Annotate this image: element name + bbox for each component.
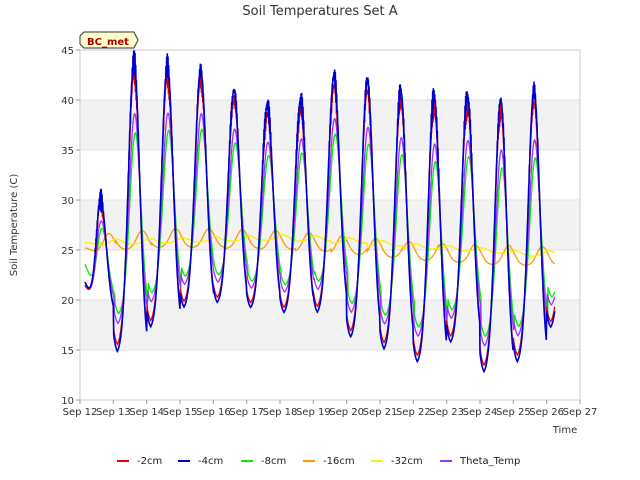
x-axis-label: Time (552, 425, 577, 436)
legend-item: -32cm (371, 456, 423, 467)
y-tick-label: 35 (61, 146, 74, 157)
x-tick-label: Sep 26 (529, 407, 564, 418)
series-line-4cm (84, 49, 556, 374)
series-lines (84, 49, 556, 374)
legend-item: -4cm (178, 456, 223, 467)
y-axis-ticks: 10 15 20 25 30 35 40 45 (61, 46, 80, 407)
legend-label: Theta_Temp (459, 456, 520, 467)
x-tick-label: Sep 24 (463, 407, 498, 418)
x-tick-label: Sep 27 (563, 407, 598, 418)
x-tick-label: Sep 13 (96, 407, 131, 418)
y-tick-label: 40 (61, 96, 74, 107)
legend-item: -2cm (117, 456, 162, 467)
y-tick-label: 45 (61, 46, 74, 57)
x-tick-label: Sep 25 (496, 407, 531, 418)
y-tick-label: 10 (61, 396, 74, 407)
site-tag-text: BC_met (87, 37, 129, 48)
site-tag-badge: BC_met (79, 31, 139, 49)
site-tag-box (79, 31, 139, 49)
x-tick-label: Sep 12 (63, 407, 98, 418)
x-tick-label: Sep 21 (363, 407, 398, 418)
plot-background (80, 50, 580, 400)
y-axis-label: Soil Temperature (C) (9, 174, 20, 277)
x-tick-label: Sep 14 (129, 407, 164, 418)
x-tick-label: Sep 18 (263, 407, 298, 418)
legend-item: -16cm (303, 456, 355, 467)
x-tick-label: Sep 16 (196, 407, 231, 418)
legend-label: -16cm (323, 456, 355, 467)
chart-title: Soil Temperatures Set A (242, 4, 397, 19)
legend-item: -8cm (241, 456, 286, 467)
legend-label: -8cm (261, 456, 286, 467)
legend-item: Theta_Temp (440, 456, 520, 467)
x-tick-label: Sep 15 (163, 407, 198, 418)
legend-label: -32cm (391, 456, 423, 467)
y-tick-label: 20 (61, 296, 74, 307)
plot-frame (79, 49, 581, 401)
background-band (80, 200, 580, 250)
x-tick-label: Sep 22 (396, 407, 431, 418)
y-tick-label: 25 (61, 246, 74, 257)
y-tick-label: 30 (61, 196, 74, 207)
background-band (80, 300, 580, 350)
y-tick-label: 15 (61, 346, 74, 357)
legend-label: -2cm (137, 456, 162, 467)
x-tick-label: Sep 23 (429, 407, 464, 418)
x-tick-label: Sep 19 (296, 407, 331, 418)
x-tick-label: Sep 20 (329, 407, 364, 418)
legend-label: -4cm (198, 456, 223, 467)
legend: -2cm -4cm -8cm -16cm -32cm Theta_Temp (117, 456, 520, 467)
x-tick-label: Sep 17 (229, 407, 264, 418)
